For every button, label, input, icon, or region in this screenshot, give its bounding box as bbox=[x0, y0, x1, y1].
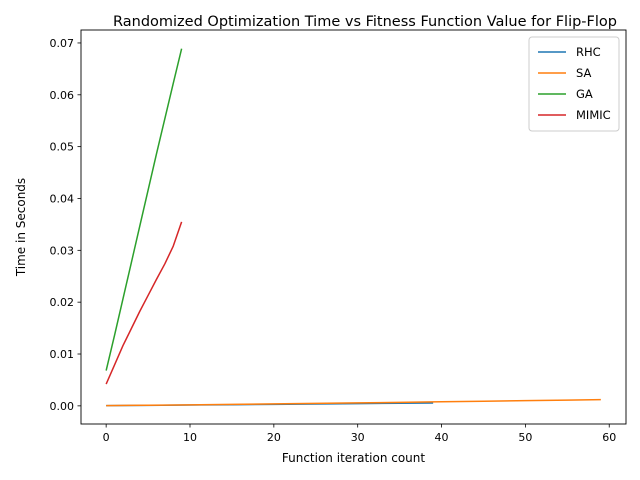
legend-label-ga: GA bbox=[576, 87, 593, 101]
legend-box bbox=[528, 36, 620, 132]
series-line-ga bbox=[105, 48, 183, 371]
y-tick-label: 0.00 bbox=[50, 400, 75, 413]
x-tick-label: 60 bbox=[602, 431, 616, 444]
y-tick-label: 0.04 bbox=[50, 192, 75, 205]
plot-frame bbox=[80, 29, 627, 425]
x-tick-label: 30 bbox=[351, 431, 365, 444]
y-axis-label: Time in Seconds bbox=[14, 178, 28, 277]
y-tick-label: 0.07 bbox=[50, 37, 75, 50]
y-tick-label: 0.05 bbox=[50, 141, 75, 154]
legend-label-sa: SA bbox=[576, 66, 592, 80]
legend-label-mimic: MIMIC bbox=[576, 108, 611, 122]
series-line-sa bbox=[106, 398, 601, 407]
y-tick-label: 0.06 bbox=[50, 89, 75, 102]
y-axis-ticks: 0.00 0.01 0.02 0.03 0.04 0.05 0.06 0.07 bbox=[50, 37, 81, 413]
chart-title: Randomized Optimization Time vs Fitness … bbox=[113, 14, 617, 30]
x-axis-ticks: 0 10 20 30 40 50 60 bbox=[103, 424, 616, 444]
series-line-mimic bbox=[105, 221, 183, 385]
x-tick-label: 20 bbox=[267, 431, 281, 444]
x-tick-label: 40 bbox=[435, 431, 449, 444]
y-tick-label: 0.02 bbox=[50, 296, 75, 309]
x-tick-label: 10 bbox=[183, 431, 197, 444]
x-tick-label: 0 bbox=[103, 431, 110, 444]
y-tick-label: 0.03 bbox=[50, 244, 75, 257]
x-axis-label: Function iteration count bbox=[282, 451, 426, 465]
legend: RHC SA GA MIMIC bbox=[528, 36, 620, 132]
legend-label-rhc: RHC bbox=[576, 45, 601, 59]
y-tick-label: 0.01 bbox=[50, 348, 75, 361]
x-tick-label: 50 bbox=[518, 431, 532, 444]
plot-lines bbox=[105, 48, 601, 407]
